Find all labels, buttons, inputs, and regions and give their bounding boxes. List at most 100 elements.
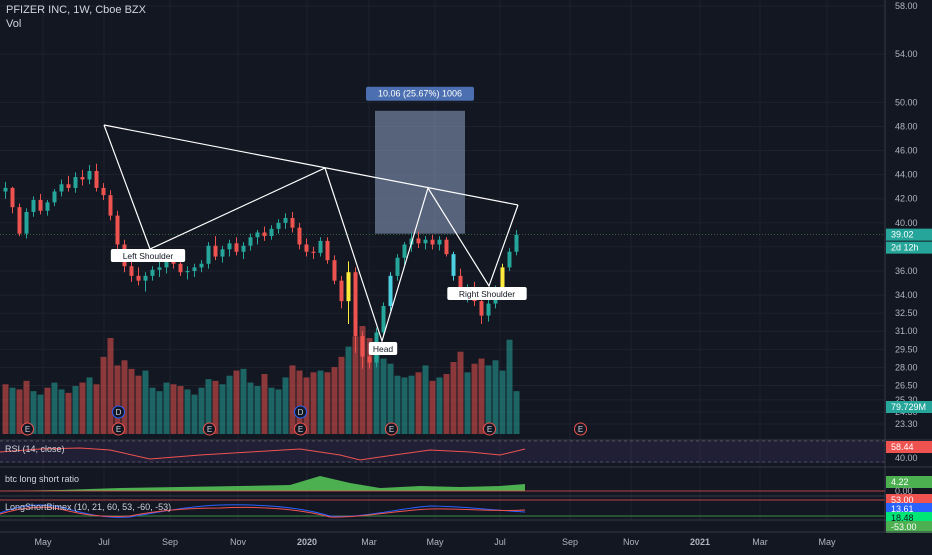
volume-bar [79,382,86,434]
candle-body [3,187,8,192]
bimex-upper-badge: 53.00 [891,495,914,505]
candle-body [458,275,463,294]
price-tick-label: 48.00 [895,121,918,131]
candle-body [353,272,358,337]
time-tick-label: Jul [98,537,110,547]
volume-bar [331,367,338,434]
ratio-value-badge: 4.22 [891,477,909,487]
volume-bar [51,382,58,434]
volume-bar [170,384,177,434]
volume-bar [16,389,23,434]
volume-bar [121,360,128,434]
volume-bar [310,372,317,434]
volume-bar [219,384,226,434]
volume-bar [58,389,65,434]
candle-body [367,356,372,363]
event-label: E [207,425,212,434]
candle-body [248,237,253,246]
volume-bar [380,358,387,434]
volume-bar [205,379,212,434]
volume-bar [366,338,373,434]
volume-bar [65,392,72,434]
candle-body [311,251,316,253]
candle-body [402,244,407,258]
volume-bar [422,365,429,434]
candle-body [227,243,232,250]
rsi-axis-label: 40.00 [895,453,918,463]
pattern-label: Head [373,344,394,354]
volume-bar [408,375,415,434]
event-marker [294,422,307,436]
price-tick-label: 36.00 [895,266,918,276]
price-tick-label: 42.00 [895,194,918,204]
volume-bar [254,386,261,434]
time-tick-label: 2021 [690,537,710,547]
volume-bar [436,377,443,434]
event-label: E [298,425,303,434]
volume-bar [30,391,37,434]
candle-body [437,239,442,245]
candle-body [416,238,421,244]
volume-bar [9,387,16,434]
candle-body [255,232,260,238]
candle-body [430,239,435,245]
volume-bar [72,386,79,434]
candle-body [213,245,218,257]
candle-body [318,240,323,253]
volume-bar [471,363,478,434]
candle-body [479,301,484,316]
last-price-badge-box [886,228,932,241]
candle-body [514,234,519,252]
price-tick-label: 58.00 [895,1,918,11]
candle-body [325,240,330,261]
volume-bar [142,370,149,434]
candle-body [115,215,120,245]
price-tick-label: 44.00 [895,170,918,180]
volume-bar [401,377,408,434]
candle-body [395,257,400,276]
measure-label: 10.06 (25.67%) 1006 [378,89,462,99]
candle-body [59,184,64,192]
pattern-label: Right Shoulder [459,289,515,299]
price-tick-label: 28.00 [895,362,918,372]
event-marker [112,405,125,419]
candle-body [66,184,71,188]
candle-body [94,171,99,188]
price-tick-label: 32.50 [895,308,918,318]
time-tick-label: May [426,537,444,547]
volume-bar [2,384,9,434]
last-price-badge: 39.02 [891,230,914,240]
candle-body [45,202,50,211]
volume-badge-box [886,401,932,413]
volume-bar [107,338,114,434]
rsi-value-badge-box [886,441,932,453]
volume-bar [478,358,485,434]
volume-bar [513,391,520,434]
volume-bar [156,391,163,434]
candle-body [332,260,337,281]
candle-body [108,195,113,216]
event-label: D [116,408,122,417]
candle-body [339,280,344,302]
candle-body [346,272,351,302]
volume-bar [247,382,254,434]
candle-body [192,267,197,272]
event-label: E [578,425,583,434]
volume-bar [499,370,506,434]
volume-bar [149,387,156,434]
candle-body [199,263,204,268]
countdown-badge: 2d 12h [891,243,919,253]
bimex-title: LongShortBimex (10, 21, 60, 53, -60, -53… [5,502,171,512]
volume-bar [317,370,324,434]
candle-body [276,222,281,229]
volume-bar [100,356,107,434]
event-label: E [389,425,394,434]
volume-bar [324,372,331,434]
bimex-red [0,506,526,518]
ratio-value-badge-box [886,476,932,488]
measure-label-box [366,86,474,101]
event-label: E [487,425,492,434]
candle-body [150,269,155,276]
pattern-label-box [110,249,186,262]
